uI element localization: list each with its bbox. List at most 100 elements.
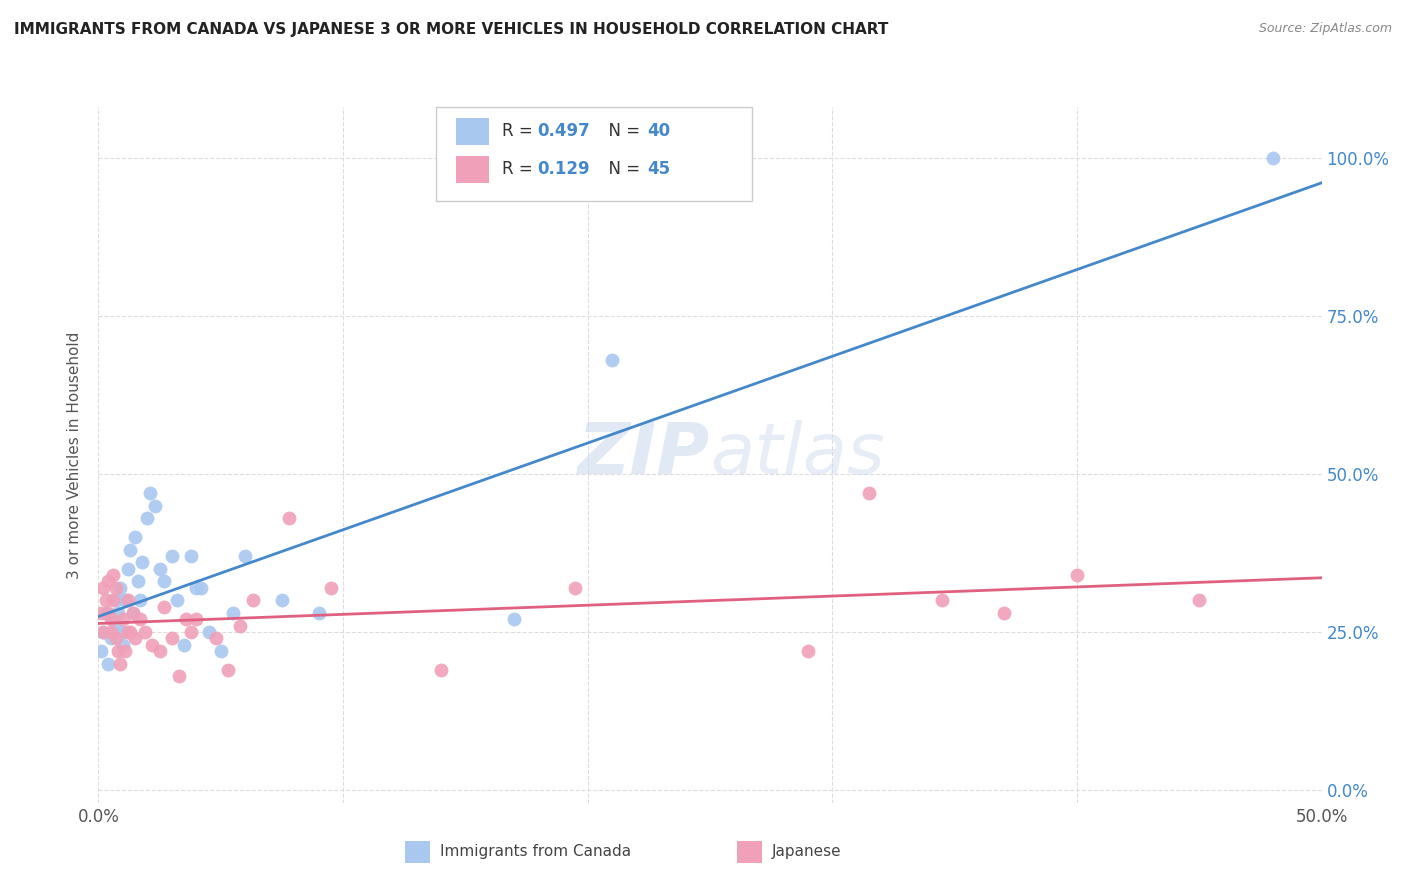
Point xyxy=(104,632,127,646)
Point xyxy=(176,612,198,626)
Point xyxy=(97,657,120,671)
Point xyxy=(993,606,1015,620)
Text: N =: N = xyxy=(598,161,645,178)
Point xyxy=(600,353,623,368)
Point xyxy=(124,530,146,544)
Point xyxy=(143,499,166,513)
Point xyxy=(173,638,195,652)
Point xyxy=(91,625,114,640)
Point xyxy=(153,574,176,589)
Point xyxy=(153,599,176,614)
Point xyxy=(186,581,208,595)
Point xyxy=(91,581,114,595)
Point xyxy=(1261,151,1284,165)
Point xyxy=(186,612,208,626)
Point xyxy=(270,593,294,607)
Point xyxy=(308,606,330,620)
Point xyxy=(94,593,117,607)
Point xyxy=(104,581,127,595)
Text: Japanese: Japanese xyxy=(772,845,842,859)
Point xyxy=(209,644,232,658)
Point xyxy=(111,612,134,626)
Point xyxy=(101,568,124,582)
Point xyxy=(91,625,114,640)
Text: 0.497: 0.497 xyxy=(537,122,591,140)
Point xyxy=(114,644,136,658)
Point xyxy=(100,612,122,626)
Point xyxy=(120,625,142,640)
Text: R =: R = xyxy=(502,161,538,178)
Point xyxy=(190,581,212,595)
Point xyxy=(101,612,124,626)
Text: Source: ZipAtlas.com: Source: ZipAtlas.com xyxy=(1258,22,1392,36)
Y-axis label: 3 or more Vehicles in Household: 3 or more Vehicles in Household xyxy=(67,331,83,579)
Point xyxy=(180,625,202,640)
Point xyxy=(217,663,239,677)
Point xyxy=(120,542,142,557)
Point xyxy=(129,612,152,626)
Point xyxy=(117,593,139,607)
Point xyxy=(114,593,136,607)
Point xyxy=(278,511,301,525)
Text: ZIP: ZIP xyxy=(578,420,710,490)
Point xyxy=(97,574,120,589)
Point xyxy=(205,632,228,646)
Point xyxy=(1066,568,1088,582)
Point xyxy=(149,644,172,658)
Point xyxy=(101,593,124,607)
Point xyxy=(97,606,120,620)
Point xyxy=(242,593,264,607)
Point xyxy=(117,562,139,576)
Text: IMMIGRANTS FROM CANADA VS JAPANESE 3 OR MORE VEHICLES IN HOUSEHOLD CORRELATION C: IMMIGRANTS FROM CANADA VS JAPANESE 3 OR … xyxy=(14,22,889,37)
Point xyxy=(131,556,153,570)
Point xyxy=(160,632,183,646)
Point xyxy=(1188,593,1211,607)
Point xyxy=(180,549,202,563)
Point xyxy=(222,606,245,620)
Text: N =: N = xyxy=(598,122,645,140)
Point xyxy=(197,625,219,640)
Point xyxy=(797,644,820,658)
Point xyxy=(127,574,149,589)
Point xyxy=(141,638,163,652)
Point xyxy=(90,644,112,658)
Point xyxy=(160,549,183,563)
Point xyxy=(136,511,159,525)
Point xyxy=(90,606,112,620)
Point xyxy=(100,632,122,646)
Text: Immigrants from Canada: Immigrants from Canada xyxy=(440,845,631,859)
Point xyxy=(110,581,132,595)
Point xyxy=(931,593,953,607)
Point xyxy=(430,663,453,677)
Point xyxy=(111,625,134,640)
Point xyxy=(124,632,146,646)
Point xyxy=(107,606,129,620)
Point xyxy=(503,612,526,626)
Text: 40: 40 xyxy=(647,122,669,140)
Point xyxy=(121,606,143,620)
Point xyxy=(111,638,134,652)
Text: atlas: atlas xyxy=(710,420,884,490)
Point xyxy=(104,593,127,607)
Point xyxy=(100,625,122,640)
Point xyxy=(110,657,132,671)
Point xyxy=(104,618,127,632)
Point xyxy=(166,593,188,607)
Point xyxy=(149,562,172,576)
Point xyxy=(134,625,156,640)
Point xyxy=(233,549,256,563)
Text: 0.129: 0.129 xyxy=(537,161,589,178)
Point xyxy=(139,486,162,500)
Point xyxy=(167,669,190,683)
Point xyxy=(858,486,880,500)
Point xyxy=(319,581,342,595)
Point xyxy=(107,644,129,658)
Point xyxy=(564,581,586,595)
Point xyxy=(129,593,152,607)
Point xyxy=(94,606,117,620)
Point xyxy=(121,606,143,620)
Point xyxy=(229,618,252,632)
Text: 45: 45 xyxy=(647,161,669,178)
Text: R =: R = xyxy=(502,122,538,140)
Point xyxy=(117,625,139,640)
